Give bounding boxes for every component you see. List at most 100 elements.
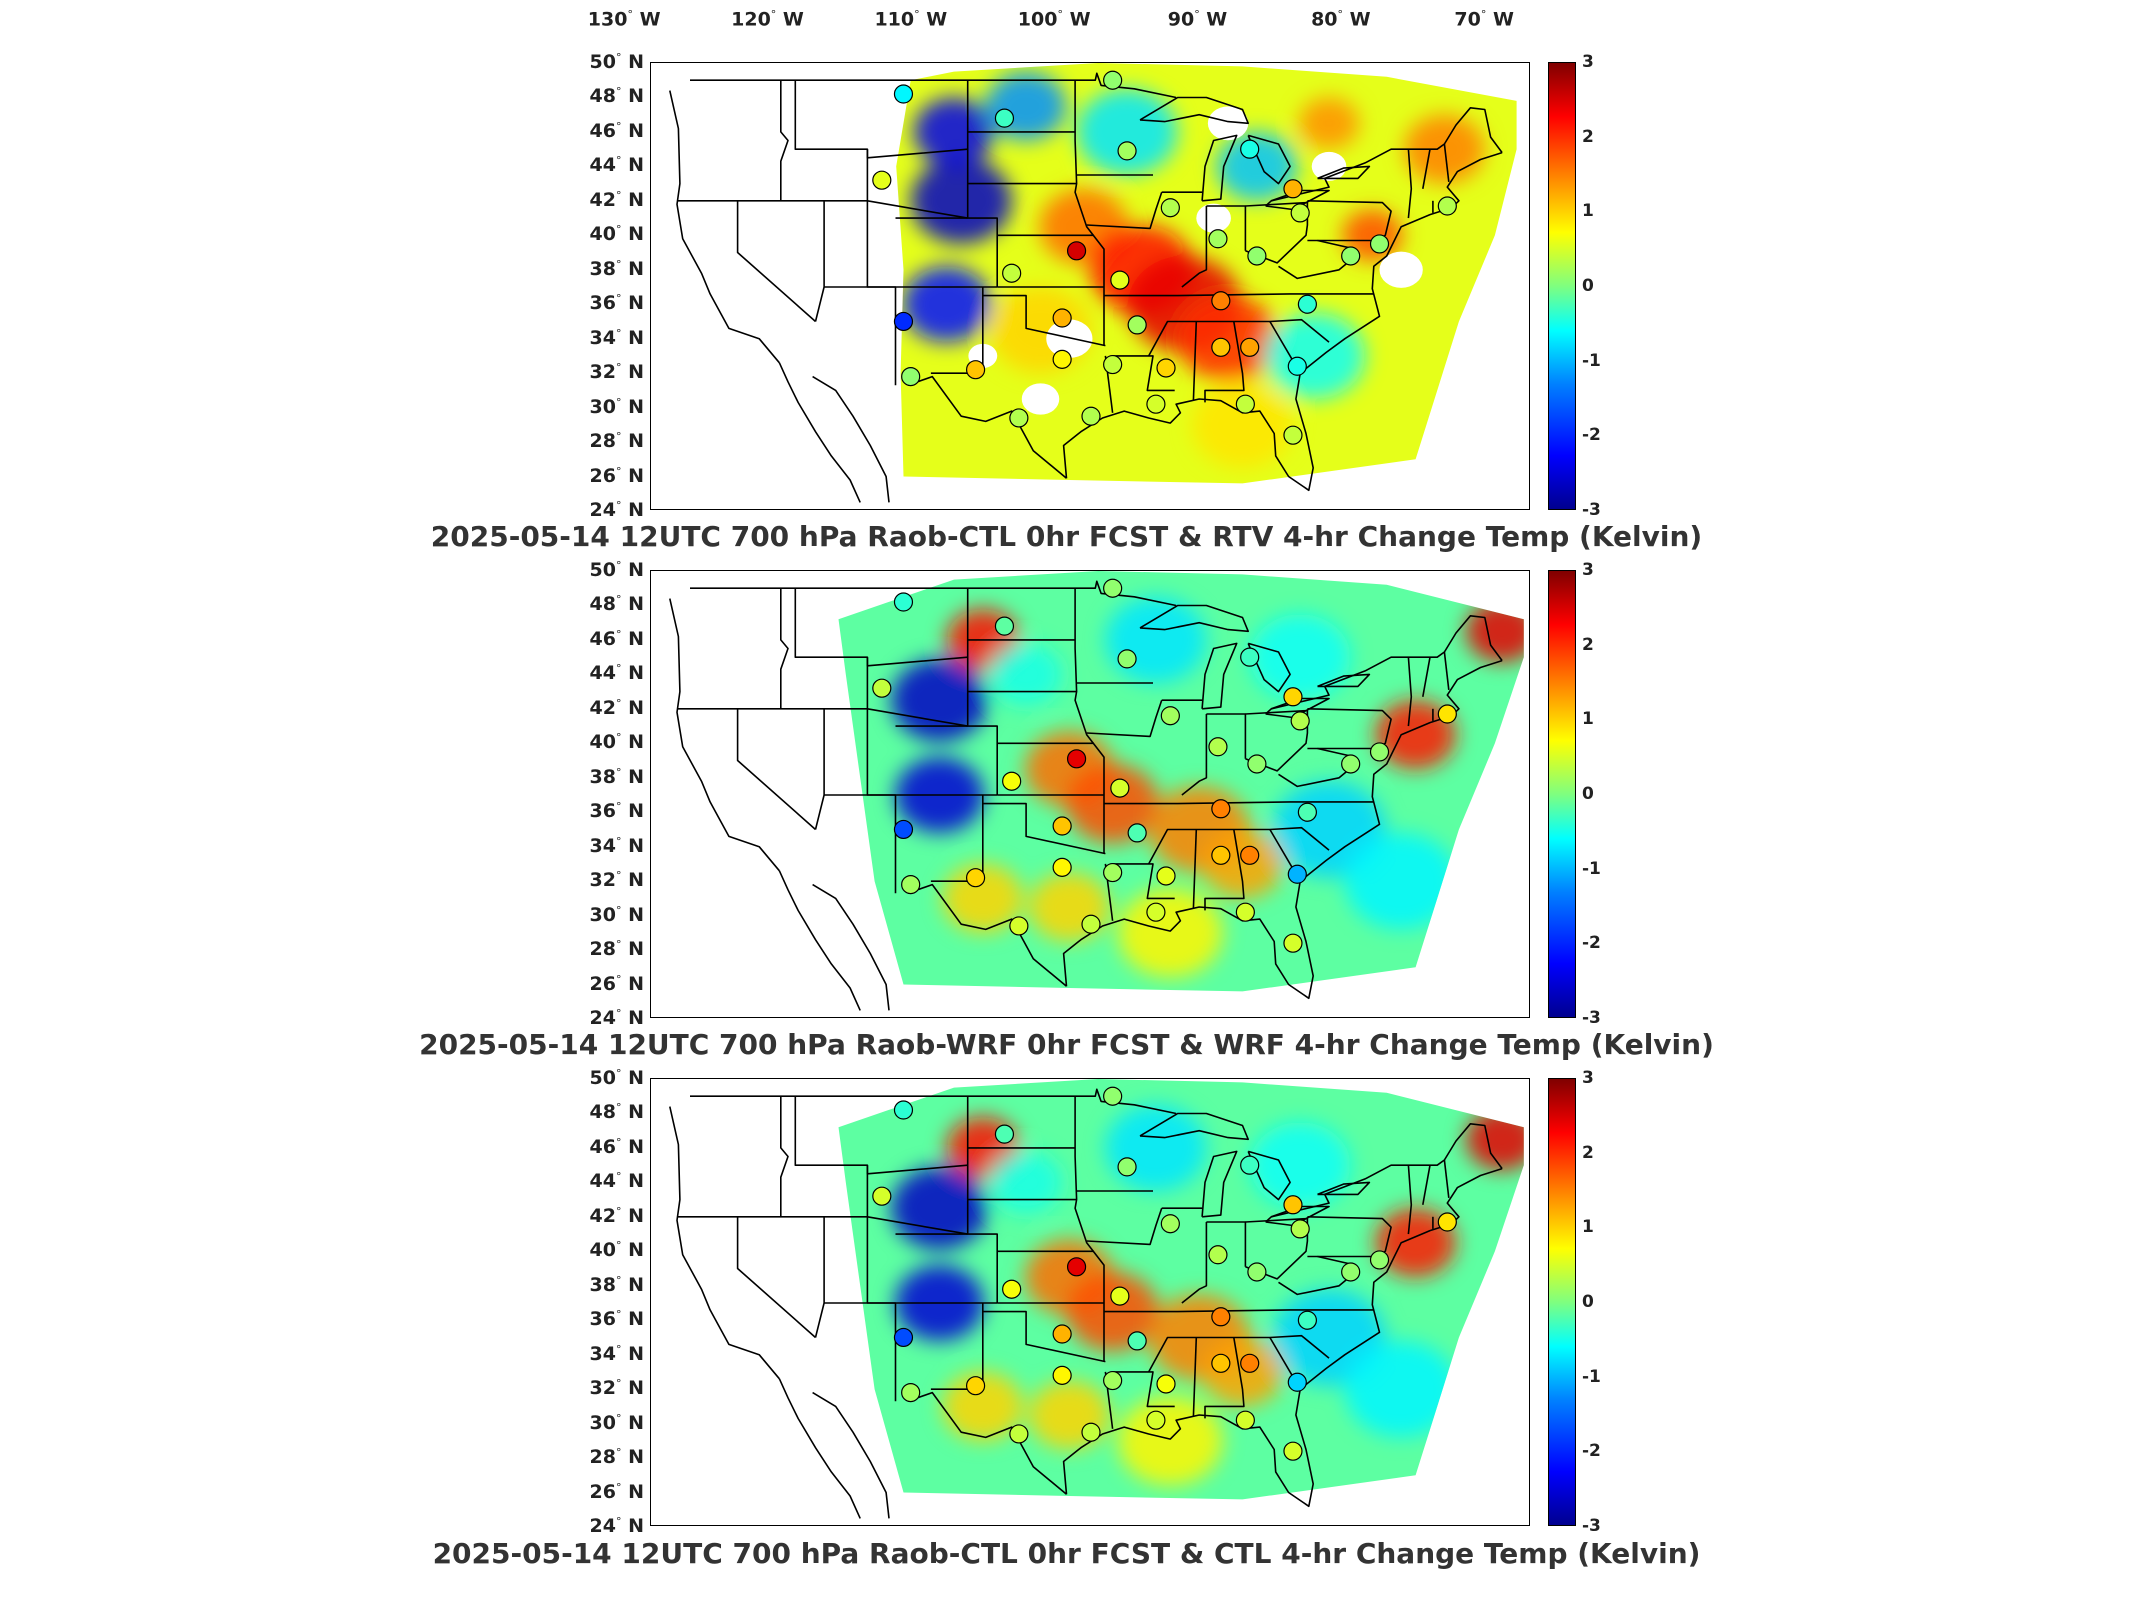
- raob-station-marker: [1146, 902, 1166, 922]
- colorbar-tick-label: -3: [1582, 500, 1601, 520]
- latitude-label: 32° N: [589, 868, 644, 892]
- colorbar: [1548, 62, 1576, 510]
- raob-station-marker: [1052, 1365, 1072, 1385]
- colorbar-tick-label: -1: [1582, 1366, 1601, 1387]
- raob-station-marker: [1052, 308, 1072, 328]
- raob-station-marker: [1160, 198, 1180, 218]
- state-boundaries: [669, 1088, 1503, 1519]
- latitude-label: 44° N: [589, 662, 644, 685]
- raob-stations: [872, 1086, 1457, 1461]
- raob-station-marker: [872, 1186, 892, 1206]
- colorbar-tick-label: -3: [1582, 1008, 1601, 1028]
- raob-station-marker: [901, 1383, 921, 1403]
- raob-station-marker: [1081, 914, 1101, 934]
- raob-station-marker: [1211, 1353, 1231, 1373]
- raob-station-marker: [1009, 1424, 1029, 1444]
- raob-station-marker: [994, 616, 1015, 636]
- raob-station-marker: [1240, 1155, 1260, 1175]
- raob-station-marker: [1240, 337, 1260, 357]
- raob-station-marker: [1081, 1422, 1101, 1442]
- colorbar-tick-label: -2: [1582, 425, 1601, 446]
- raob-station-marker: [1160, 1214, 1180, 1234]
- latitude-label: 38° N: [589, 765, 644, 788]
- colorbar: [1548, 1078, 1576, 1526]
- colorbar-tick-label: 1: [1582, 709, 1594, 730]
- longitude-axis: 130° W 120° W 110° W 100° W 90° W 80° W 70° W: [0, 0, 2133, 40]
- temperature-change-field: [838, 571, 1524, 992]
- panel-title: 2025-05-14 12UTC 700 hPa Raob-CTL 0hr FC…: [430, 520, 1703, 553]
- latitude-axis: 50° N 48° N 46° N 44° N 42° N 40° N 38° N 36° N…: [560, 559, 648, 1029]
- raob-station-marker: [965, 868, 986, 888]
- latitude-label: 26° N: [589, 972, 644, 995]
- latitude-label: 50° N: [589, 558, 644, 582]
- colorbar-tick-label: 2: [1582, 1142, 1594, 1163]
- latitude-label: 38° N: [589, 1273, 644, 1296]
- raob-station-marker: [893, 592, 914, 612]
- raob-station-marker: [1208, 737, 1228, 757]
- raob-station-marker: [1052, 349, 1072, 369]
- colorbar-tick-label: -3: [1582, 1516, 1601, 1536]
- raob-station-marker: [965, 1376, 986, 1396]
- raob-station-marker: [1103, 578, 1123, 598]
- raob-station-marker: [1002, 771, 1022, 791]
- latitude-label: 34° N: [589, 326, 644, 349]
- raob-station-marker: [1283, 179, 1303, 199]
- latitude-label: 50° N: [589, 50, 644, 74]
- raob-station-marker: [901, 875, 921, 895]
- raob-station-marker: [1211, 337, 1231, 357]
- latitude-axis: 50° N 48° N 46° N 44° N 42° N 40° N 38° N 36° N…: [560, 51, 648, 521]
- raob-station-marker: [893, 311, 914, 332]
- temperature-change-field: [896, 63, 1517, 484]
- raob-station-marker: [1369, 1250, 1390, 1270]
- raob-station-marker: [1235, 902, 1255, 922]
- raob-station-marker: [1156, 358, 1176, 378]
- latitude-label: 48° N: [589, 593, 644, 616]
- raob-station-marker: [1240, 1353, 1260, 1373]
- latitude-label: 44° N: [589, 1170, 644, 1193]
- raob-station-marker: [1235, 394, 1255, 414]
- colorbar-tick-label: -2: [1582, 1441, 1601, 1462]
- raob-station-marker: [872, 678, 892, 698]
- latitude-label: 38° N: [589, 257, 644, 280]
- latitude-label: 32° N: [589, 1376, 644, 1400]
- raob-station-marker: [1341, 246, 1361, 266]
- raob-station-marker: [1287, 864, 1307, 884]
- latitude-label: 30° N: [589, 395, 644, 418]
- raob-station-marker: [1052, 857, 1072, 877]
- longitude-label: 70° W: [1454, 8, 1514, 31]
- raob-station-marker: [1002, 263, 1022, 283]
- raob-station-marker: [1066, 241, 1087, 261]
- raob-station-marker: [1287, 1372, 1307, 1392]
- latitude-label: 26° N: [589, 1480, 644, 1503]
- raob-station-marker: [1052, 816, 1072, 836]
- raob-station-marker: [1081, 406, 1101, 426]
- latitude-label: 24° N: [589, 1514, 644, 1538]
- raob-station-marker: [1009, 916, 1029, 936]
- raob-station-marker: [1283, 687, 1303, 707]
- raob-station-marker: [1103, 354, 1123, 375]
- latitude-label: 28° N: [589, 429, 644, 453]
- raob-station-marker: [1341, 1262, 1361, 1282]
- colorbar-tick-label: 3: [1582, 1068, 1594, 1088]
- conus-map: [650, 62, 1530, 510]
- raob-station-marker: [1211, 799, 1231, 819]
- raob-station-marker: [1009, 408, 1029, 428]
- colorbar-tick-label: 0: [1582, 1292, 1594, 1312]
- raob-station-marker: [1369, 234, 1390, 254]
- raob-station-marker: [994, 1124, 1015, 1144]
- latitude-label: 48° N: [589, 85, 644, 108]
- latitude-label: 30° N: [589, 903, 644, 926]
- raob-station-marker: [901, 367, 921, 387]
- colorbar-tick-label: 0: [1582, 276, 1594, 296]
- raob-station-marker: [893, 84, 914, 104]
- raob-station-marker: [893, 1100, 914, 1120]
- raob-station-marker: [1208, 229, 1228, 249]
- raob-station-marker: [1117, 1157, 1137, 1177]
- raob-station-marker: [1240, 139, 1260, 159]
- raob-station-marker: [1103, 1370, 1123, 1391]
- conus-map: [650, 570, 1530, 1018]
- latitude-axis: 50° N 48° N 46° N 44° N 42° N 40° N 38° N 36° N…: [560, 1067, 648, 1537]
- latitude-label: 48° N: [589, 1101, 644, 1124]
- latitude-label: 26° N: [589, 464, 644, 487]
- colorbar-tick-label: 3: [1582, 560, 1594, 580]
